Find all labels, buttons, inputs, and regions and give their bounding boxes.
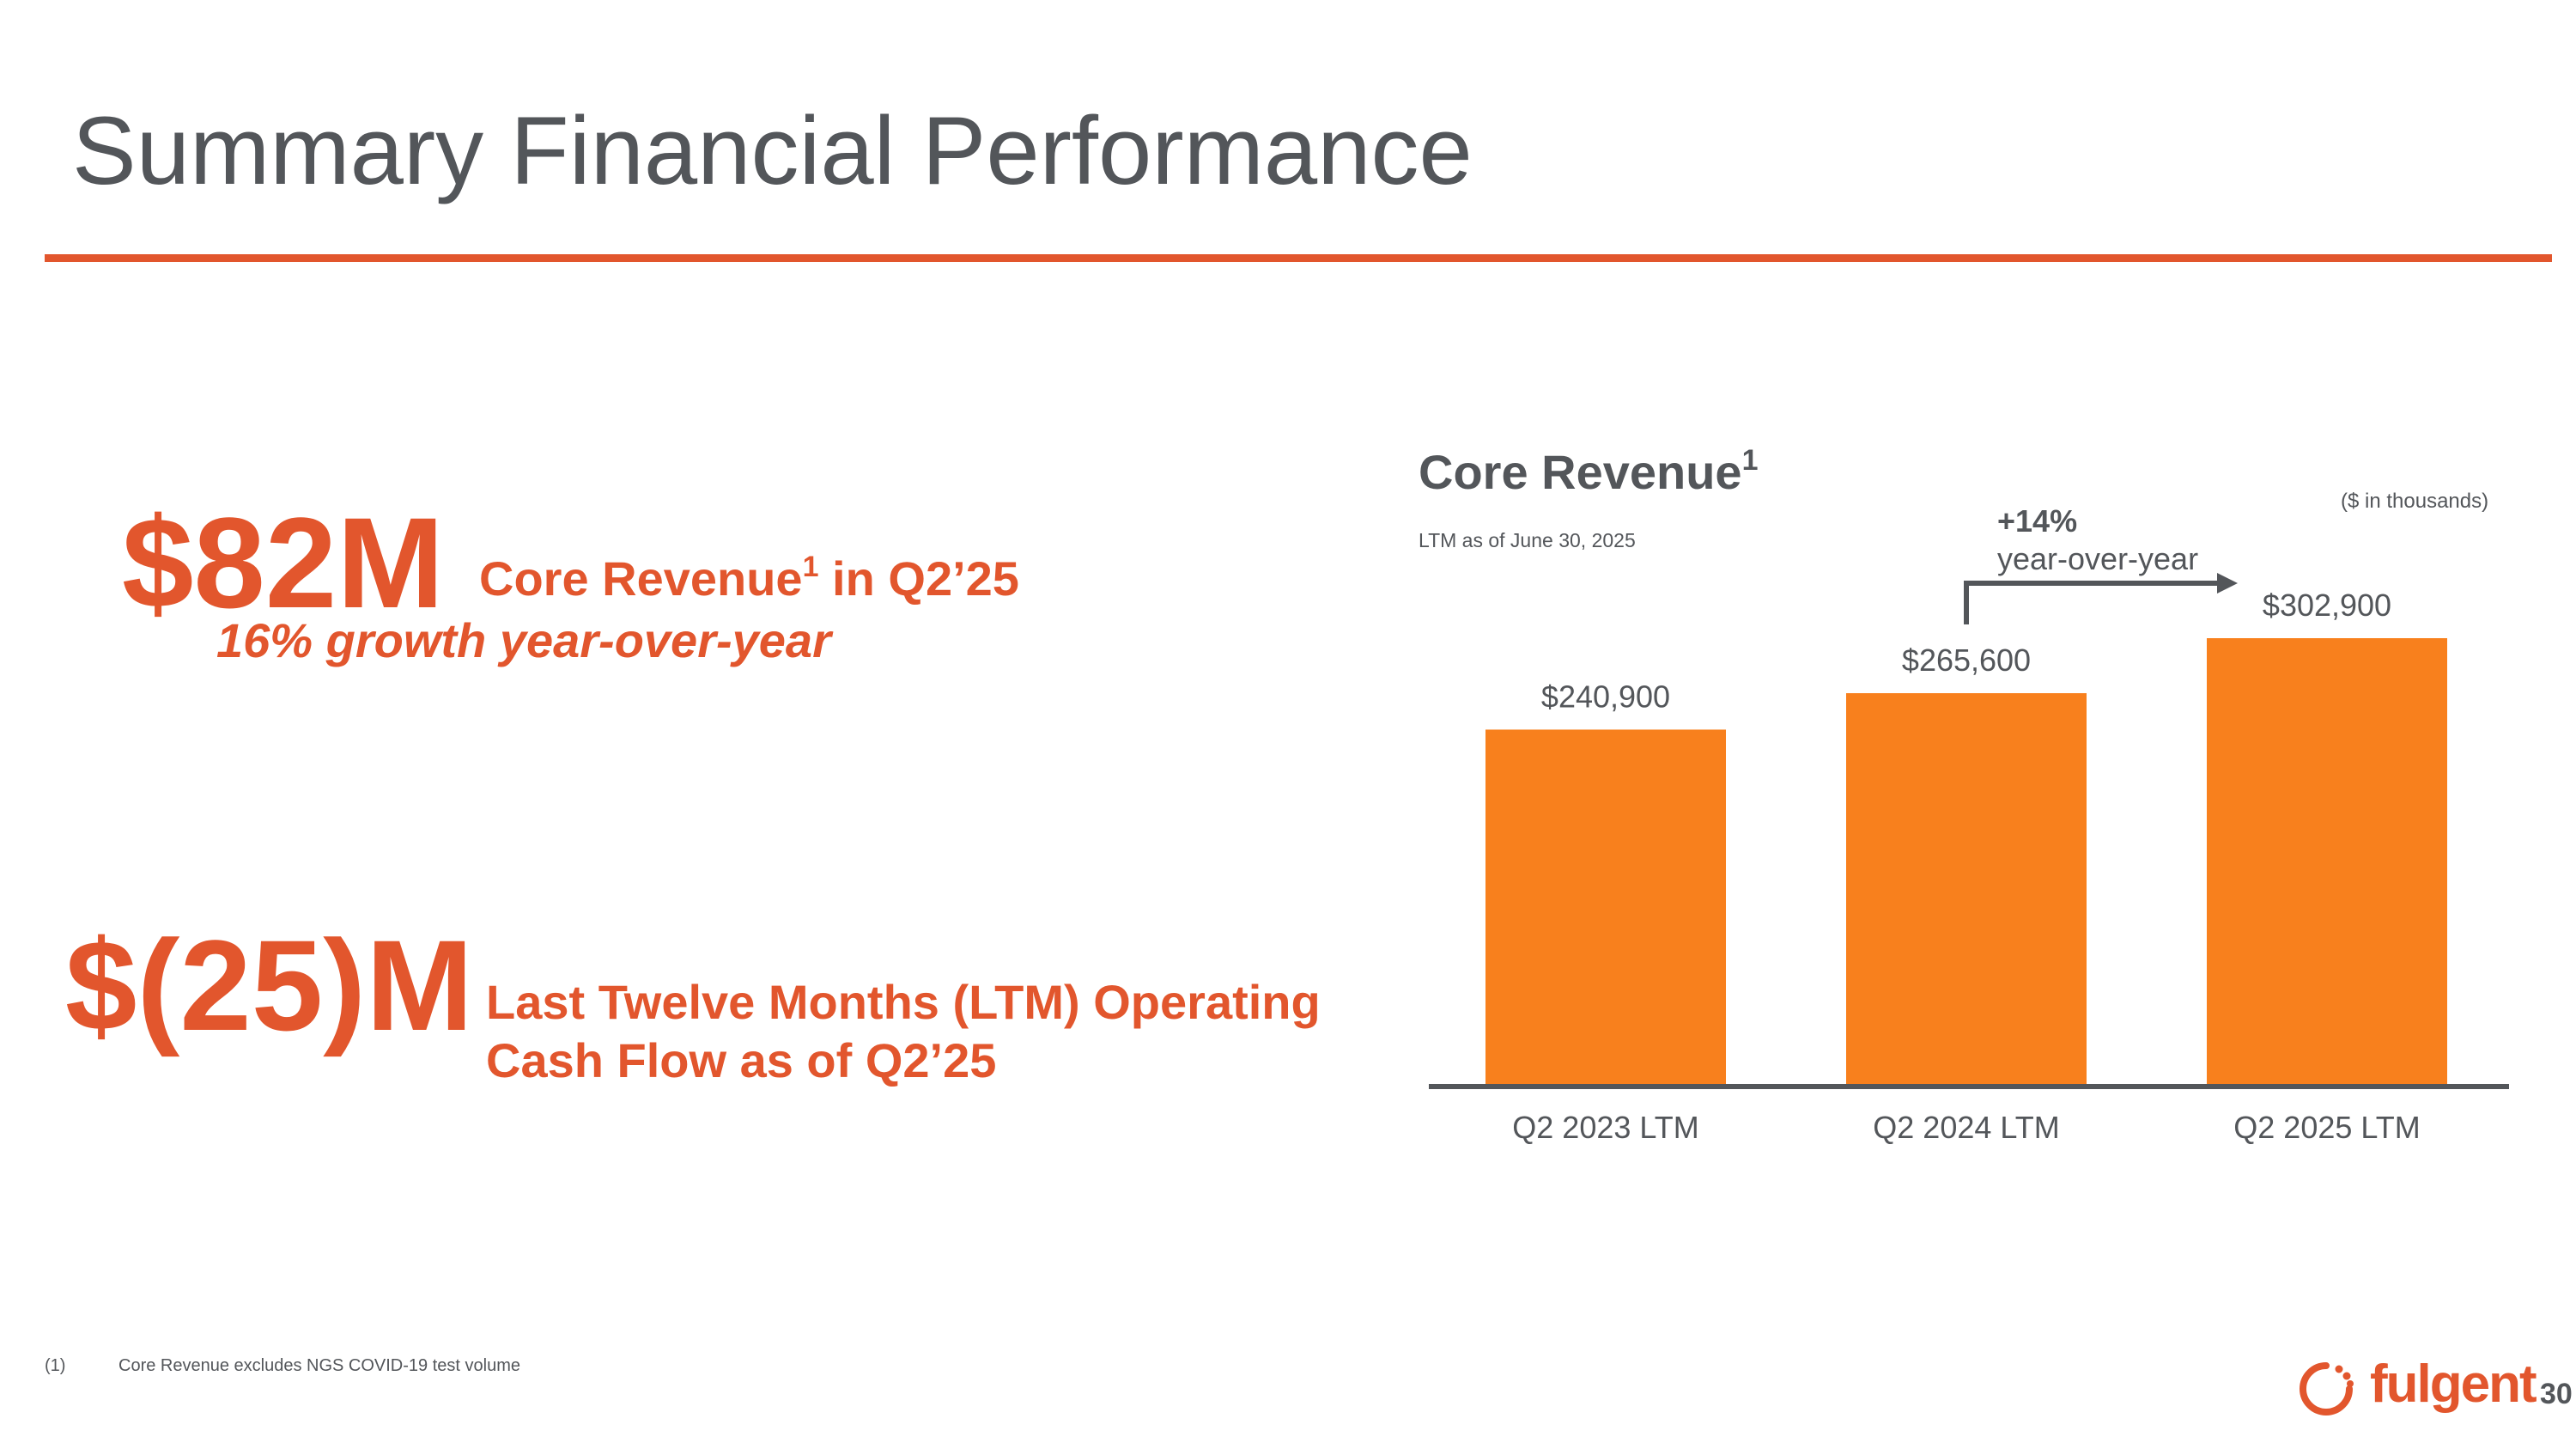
chart-units-note: ($ in thousands) — [2341, 490, 2489, 513]
kpi-core-revenue-label: Core Revenue — [479, 551, 803, 606]
kpi-core-revenue-period: in Q2’25 — [818, 551, 1019, 606]
page-title: Summary Financial Performance — [72, 97, 1473, 204]
chart-title: Core Revenue1 — [1419, 443, 1759, 501]
fulgent-logo: fulgent — [2294, 1354, 2537, 1422]
category-label-1: Q2 2023 LTM — [1512, 1110, 1698, 1145]
bar-3 — [2207, 638, 2447, 1085]
growth-label: year-over-year — [1997, 541, 2199, 576]
chart-title-footnote-ref: 1 — [1741, 444, 1759, 477]
category-label-2: Q2 2024 LTM — [1873, 1110, 2059, 1145]
bar-2 — [1846, 693, 2087, 1085]
title-divider — [45, 254, 2552, 262]
growth-percentage: +14% — [1997, 503, 2078, 539]
footnote-text: Core Revenue excludes NGS COVID-19 test … — [118, 1356, 520, 1375]
footnote-number: (1) — [45, 1356, 66, 1375]
fulgent-logo-icon — [2300, 1362, 2354, 1416]
kpi-core-revenue-description: Core Revenue1 in Q2’25 — [479, 550, 1019, 607]
kpi-operating-cash-flow-description: Last Twelve Months (LTM) Operating Cash … — [486, 975, 1321, 1088]
chart-title-text: Core Revenue — [1419, 445, 1742, 499]
kpi-core-revenue-footnote-ref: 1 — [802, 551, 819, 583]
bar-value-label-1: $240,900 — [1541, 679, 1670, 714]
growth-arrow-head — [2217, 573, 2238, 594]
category-label-3: Q2 2025 LTM — [2233, 1110, 2420, 1145]
fulgent-logo-text: fulgent — [2370, 1355, 2537, 1414]
kpi-operating-cash-flow-value: $(25)M — [65, 913, 474, 1057]
kpi-core-revenue-growth: 16% growth year-over-year — [216, 613, 831, 667]
chart-subtitle: LTM as of June 30, 2025 — [1419, 529, 1636, 551]
page-number: 30 — [2540, 1378, 2573, 1410]
bar-value-label-2: $265,600 — [1902, 642, 2031, 678]
bar-1 — [1485, 729, 1726, 1085]
bar-value-label-3: $302,900 — [2263, 588, 2391, 623]
growth-arrow-line — [1964, 581, 2217, 625]
kpi-core-revenue-value: $82M — [122, 490, 445, 635]
